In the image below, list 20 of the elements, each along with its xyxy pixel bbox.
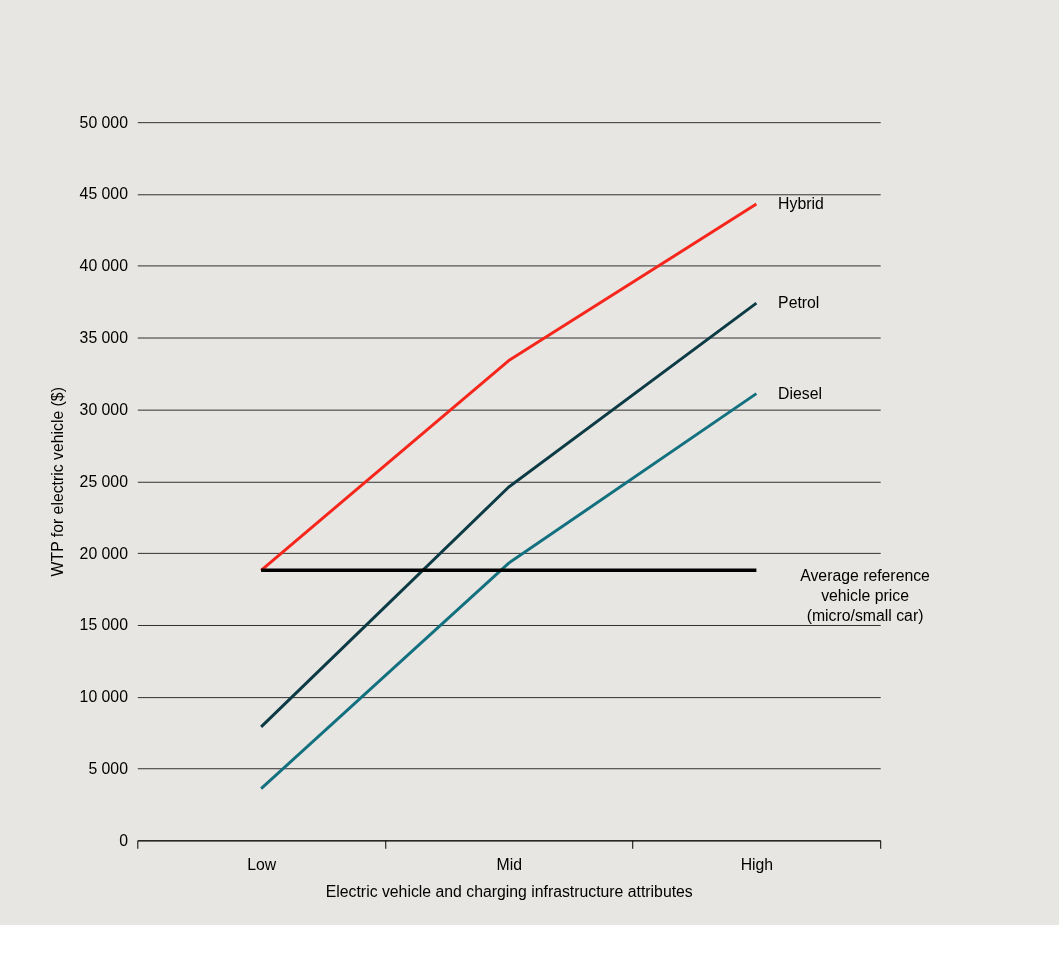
- y-tick-label: 35 000: [79, 329, 129, 347]
- y-tick-label: 50 000: [79, 113, 129, 131]
- y-axis-title: WTP for electric vehicle ($): [48, 387, 66, 577]
- series-label: Petrol: [778, 294, 820, 312]
- y-tick-label: 45 000: [79, 185, 129, 203]
- y-tick-label: 10 000: [79, 688, 129, 706]
- x-axis-title: Electric vehicle and charging infrastructure attributes: [325, 883, 693, 901]
- y-tick-label: 15 000: [79, 616, 129, 634]
- y-tick-label: 0: [119, 831, 129, 849]
- x-tick-label: Low: [247, 855, 277, 873]
- x-tick-label: Mid: [496, 855, 522, 873]
- y-tick-label: 20 000: [79, 544, 129, 562]
- ref-line-label: Average reference vehicle price (micro/small car): [800, 567, 931, 624]
- y-tick-label: 25 000: [79, 472, 129, 490]
- y-tick-label: 40 000: [79, 257, 129, 275]
- x-tick-label: High: [740, 855, 774, 873]
- y-tick-label: 5 000: [88, 759, 129, 777]
- y-tick-label: 30 000: [79, 400, 129, 418]
- series-label: Hybrid: [778, 194, 824, 212]
- series-label: Diesel: [778, 384, 823, 402]
